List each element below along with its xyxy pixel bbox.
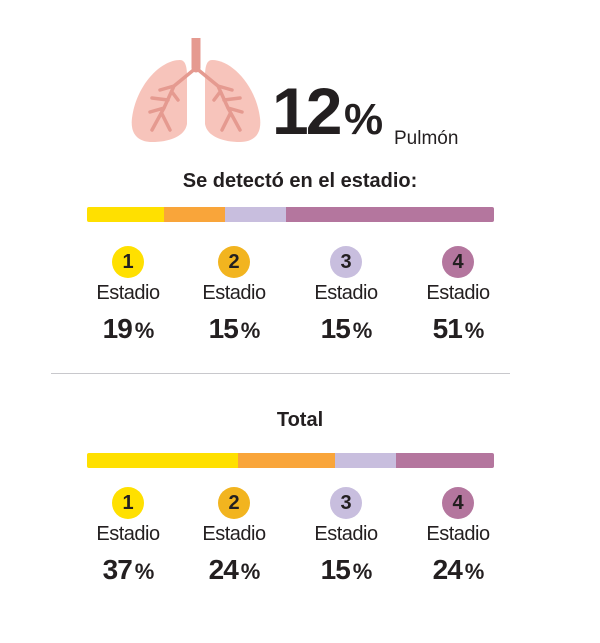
percent-sign: % xyxy=(134,318,155,343)
stage-item: 1 Estadio 19% xyxy=(73,246,183,345)
stage-percentage: 24% xyxy=(403,554,513,586)
organ-name: Pulmón xyxy=(394,128,459,149)
stage-item: 4 Estadio 24% xyxy=(403,487,513,586)
stage-label: Estadio xyxy=(314,523,378,545)
organ-percentage-sign: % xyxy=(344,95,384,144)
percent-sign: % xyxy=(352,318,373,343)
percent-sign: % xyxy=(464,559,485,584)
stage-percentage-value: 51 xyxy=(432,313,463,344)
percent-sign: % xyxy=(240,318,261,343)
bar-segment-stage-2 xyxy=(237,453,336,468)
stage-percentage-value: 37 xyxy=(102,554,133,585)
stage-percentage-value: 19 xyxy=(102,313,133,344)
percent-sign: % xyxy=(240,559,261,584)
percent-sign: % xyxy=(134,559,155,584)
stage-percentage-value: 24 xyxy=(432,554,463,585)
stage-percentage-value: 15 xyxy=(320,313,351,344)
stage-label: Estadio xyxy=(426,523,490,545)
percent-sign: % xyxy=(352,559,373,584)
stage-item: 3 Estadio 15% xyxy=(291,487,401,586)
stage-label: Estadio xyxy=(202,523,266,545)
stage-label: Estadio xyxy=(96,523,160,545)
stage-number-badge: 4 xyxy=(442,246,474,278)
detected-stage-stacked-bar xyxy=(87,207,494,222)
stage-item: 2 Estadio 15% xyxy=(179,246,289,345)
stage-number-badge: 2 xyxy=(218,246,250,278)
stage-number-badge: 2 xyxy=(218,487,250,519)
stage-label: Estadio xyxy=(314,282,378,304)
stage-percentage-value: 15 xyxy=(208,313,239,344)
stage-number-badge: 3 xyxy=(330,246,362,278)
stage-label: Estadio xyxy=(202,282,266,304)
stage-item: 3 Estadio 15% xyxy=(291,246,401,345)
stage-number-badge: 4 xyxy=(442,487,474,519)
bar-segment-stage-3 xyxy=(225,207,287,222)
stage-number-badge: 1 xyxy=(112,246,144,278)
stage-percentage: 51% xyxy=(403,313,513,345)
stage-label: Estadio xyxy=(426,282,490,304)
stage-item: 4 Estadio 51% xyxy=(403,246,513,345)
section-divider xyxy=(51,373,510,374)
bar-segment-stage-3 xyxy=(335,453,397,468)
detected-stage-title: Se detectó en el estadio: xyxy=(182,170,418,192)
bar-segment-stage-4 xyxy=(396,453,494,468)
bar-segment-stage-1 xyxy=(87,453,238,468)
stage-number-badge: 3 xyxy=(330,487,362,519)
stage-percentage: 15% xyxy=(179,313,289,345)
bar-segment-stage-4 xyxy=(286,207,494,222)
organ-percentage-value: 12 xyxy=(272,74,342,148)
stage-percentage-value: 24 xyxy=(208,554,239,585)
lungs-icon xyxy=(131,38,261,142)
bar-segment-stage-1 xyxy=(87,207,165,222)
stage-item: 2 Estadio 24% xyxy=(179,487,289,586)
stage-percentage: 19% xyxy=(73,313,183,345)
stage-item: 1 Estadio 37% xyxy=(73,487,183,586)
stage-percentage: 37% xyxy=(73,554,183,586)
bar-segment-stage-2 xyxy=(164,207,226,222)
stage-label: Estadio xyxy=(96,282,160,304)
stage-number-badge: 1 xyxy=(112,487,144,519)
stage-percentage: 24% xyxy=(179,554,289,586)
stage-percentage: 15% xyxy=(291,554,401,586)
stage-percentage: 15% xyxy=(291,313,401,345)
percent-sign: % xyxy=(464,318,485,343)
stage-percentage-value: 15 xyxy=(320,554,351,585)
total-stacked-bar xyxy=(87,453,494,468)
total-title: Total xyxy=(276,409,324,431)
